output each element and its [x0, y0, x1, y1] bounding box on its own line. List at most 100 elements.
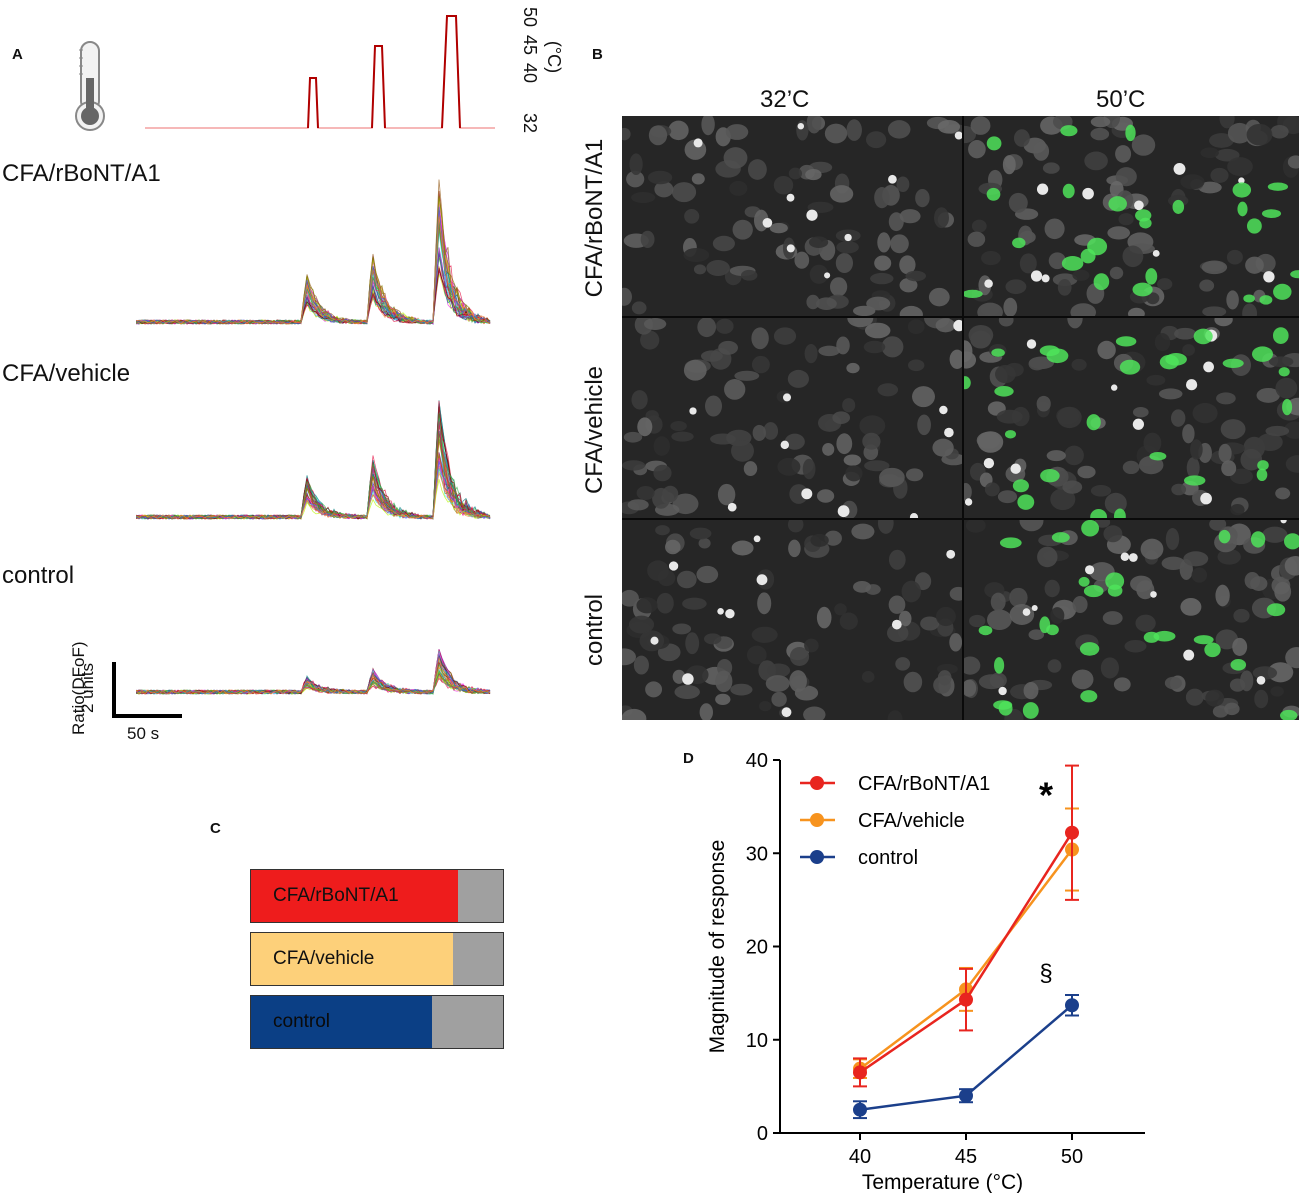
calcium-trace: [136, 471, 491, 520]
responding-cell: [986, 187, 1001, 201]
neuron-cell: [794, 251, 810, 269]
neuron-cell: [1190, 439, 1203, 460]
neuron-cell: [1185, 688, 1204, 706]
responding-cell: [1230, 659, 1247, 671]
bright-cell: [1128, 553, 1138, 562]
neuron-cell: [978, 674, 1005, 690]
temp-tick-32: 32: [520, 112, 540, 134]
neuron-cell: [1033, 141, 1050, 161]
neuron-cell: [864, 460, 890, 472]
neuron-cell: [1268, 356, 1294, 368]
neuron-cell: [1122, 460, 1140, 475]
neuron-cell: [836, 336, 850, 355]
neuron-cell: [1071, 358, 1087, 371]
neuron-cell: [665, 539, 681, 555]
neuron-cell: [1104, 492, 1127, 514]
thermometer-icon: [70, 38, 110, 134]
bright-cell: [954, 131, 962, 140]
neuron-cell: [810, 533, 829, 547]
neuron-cell: [1233, 608, 1250, 623]
neuron-cell: [732, 219, 753, 240]
neuron-cell: [1146, 374, 1166, 386]
responding-cell: [1040, 468, 1060, 483]
responding-cell: [1051, 532, 1070, 543]
bright-cell: [909, 513, 919, 518]
panel-c-letter: C: [210, 820, 221, 837]
neuron-cell: [685, 632, 700, 655]
responding-cell: [1012, 479, 1029, 493]
neuron-cell: [734, 370, 760, 381]
responding-cell: [1083, 585, 1104, 598]
legend-marker: [810, 850, 824, 864]
responding-cell: [994, 657, 1005, 674]
neuron-cell: [691, 173, 705, 185]
responding-cell: [1165, 353, 1187, 366]
responding-cell: [1039, 345, 1060, 357]
responding-cell: [1243, 294, 1255, 303]
neuron-cell: [1090, 485, 1112, 497]
neuron-cell: [704, 395, 723, 417]
responding-cell: [964, 289, 983, 299]
bright-cell: [781, 707, 792, 718]
neuron-cell: [729, 180, 748, 196]
neuron-cell: [806, 116, 822, 134]
neuron-cell: [887, 710, 903, 720]
neuron-cell: [859, 415, 886, 437]
neuron-cell: [683, 247, 710, 263]
calcium-traces-vehicle: [136, 400, 491, 520]
neuron-cell: [976, 431, 1001, 449]
data-point: [1065, 998, 1079, 1013]
neuron-cell: [846, 362, 860, 374]
proportion-label-control: control: [273, 1011, 331, 1032]
neuron-cell: [1100, 657, 1119, 679]
neuron-cell: [937, 670, 952, 686]
neuron-cell: [1216, 392, 1236, 405]
neuron-cell: [689, 527, 712, 540]
responding-cell: [1237, 201, 1248, 217]
panel-b-letter: B: [592, 46, 603, 63]
neuron-cell: [1205, 689, 1225, 707]
neuron-cell: [1124, 639, 1147, 653]
temp-tick-45: 45: [520, 34, 540, 56]
neuron-cell: [834, 603, 847, 616]
neuron-cell: [647, 170, 673, 185]
neuron-cell: [1182, 424, 1195, 444]
responding-cell: [1132, 282, 1153, 297]
bright-cell: [1200, 492, 1212, 505]
neuron-cell: [670, 421, 687, 432]
neuron-cell: [881, 336, 904, 358]
neuron-cell: [743, 461, 758, 477]
neuron-cell: [970, 116, 991, 135]
neuron-cell: [633, 655, 649, 675]
responding-cell: [1060, 125, 1078, 137]
bright-cell: [1186, 379, 1198, 391]
neuron-cell: [905, 270, 926, 282]
neuron-cell: [1161, 556, 1186, 571]
neuron-cell: [1070, 303, 1097, 316]
responding-cell: [1153, 630, 1176, 642]
neuron-cell: [1199, 279, 1215, 292]
neuron-cell: [1265, 425, 1290, 437]
neuron-cell: [1048, 252, 1066, 270]
trace-group-label-rbont: CFA/rBoNT/A1: [2, 160, 161, 187]
responding-cell: [986, 136, 1002, 151]
neuron-cell: [968, 140, 986, 159]
neuron-cell: [928, 287, 950, 307]
neuron-cell: [1097, 340, 1116, 360]
neuron-cell: [682, 597, 707, 610]
neuron-cell: [1202, 306, 1227, 316]
neuron-cell: [1284, 555, 1299, 576]
temp-axis-unit: (°C): [544, 40, 564, 74]
neuron-cell: [655, 525, 670, 536]
neuron-cell: [879, 467, 905, 487]
neuron-cell: [1226, 290, 1239, 310]
neuron-cell: [672, 623, 692, 635]
neuron-cell: [777, 457, 801, 476]
neuron-cell: [759, 700, 772, 712]
responding-cell: [1125, 124, 1136, 142]
bright-cell: [668, 561, 679, 571]
neuron-cell: [977, 302, 1003, 316]
neuron-cell: [653, 436, 670, 456]
x-tick-label: 50: [1061, 1146, 1083, 1168]
responding-cell: [1017, 494, 1035, 510]
